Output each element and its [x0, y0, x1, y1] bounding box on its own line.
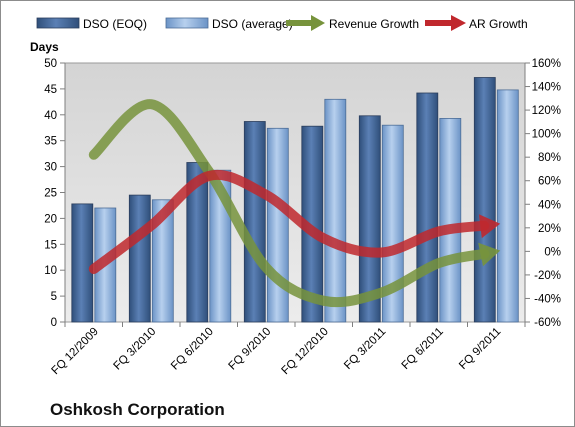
legend-item-dso-eoq: DSO (EOQ)	[36, 17, 147, 31]
right-tick-label: 60%	[538, 176, 561, 188]
legend-item-revenue-growth: Revenue Growth	[286, 15, 419, 31]
legend-swatch-dso-eoq	[36, 17, 80, 29]
right-tick-label: 40%	[538, 199, 561, 211]
bar-dso-eoq-6	[416, 92, 439, 323]
left-tick-label: 10	[44, 265, 57, 277]
x-axis: FQ 12/2009 FQ 3/2010 FQ 6/2010 FQ 9/2010 FQ …	[49, 322, 526, 377]
bar-dso-average-3	[266, 127, 289, 323]
right-tick-label: 0%	[544, 246, 561, 258]
x-tick-label: FQ 12/2009	[49, 326, 100, 377]
arrowhead-ar-growth	[478, 214, 501, 239]
left-tick-label: 15	[44, 239, 57, 251]
bar-dso-eoq-1	[128, 194, 151, 323]
legend-arrow-ar-growth	[451, 15, 466, 31]
legend-arrow-revenue-growth	[311, 15, 325, 31]
legend-label-dso-eoq: DSO (EOQ)	[83, 17, 147, 31]
left-tick-label: 30	[44, 162, 57, 174]
legend-label-dso-average: DSO (average)	[212, 17, 293, 31]
lines-group	[88, 99, 501, 308]
bars-group	[71, 77, 519, 323]
right-tick-label: -40%	[534, 293, 561, 305]
right-tick-label: 80%	[538, 152, 561, 164]
left-tick-label: 35	[44, 136, 57, 148]
right-tick-label: 140%	[532, 82, 561, 94]
left-tick-label: 5	[51, 291, 57, 303]
line-ar-growth	[88, 169, 490, 274]
bar-dso-eoq-5	[358, 115, 381, 323]
left-tick-label: 20	[44, 213, 57, 225]
bar-dso-eoq-7	[473, 77, 496, 323]
x-tick-label: FQ 9/2011	[457, 326, 503, 372]
x-tick-label: FQ 3/2010	[112, 326, 159, 373]
legend-label-ar-growth: AR Growth	[469, 17, 528, 31]
x-tick-label: FQ 9/2010	[227, 326, 274, 373]
left-tick-label: 50	[44, 58, 57, 70]
line-revenue-growth	[88, 99, 490, 308]
right-tick-label: 160%	[532, 58, 561, 70]
arrowhead-revenue-growth	[478, 242, 501, 267]
right-tick-label: 100%	[532, 129, 561, 141]
x-tick-label: FQ 6/2011	[400, 326, 446, 372]
bar-dso-eoq-0	[71, 203, 94, 323]
right-axis: -60% -40% -20% 0% 20% 40% 60% 80% 100% 120% 140% 16…	[524, 58, 561, 329]
x-tick-label: FQ 12/2010	[279, 326, 330, 377]
x-tick-label: FQ 3/2011	[342, 326, 388, 372]
legend-item-ar-growth: AR Growth	[425, 15, 528, 31]
bar-dso-average-4	[324, 98, 347, 323]
legend: DSO (EOQ) DSO (average) Revenue Growth A…	[36, 15, 528, 31]
bar-dso-eoq-3	[243, 121, 266, 323]
legend-swatch-dso-average	[165, 17, 209, 29]
bar-dso-average-5	[381, 124, 404, 323]
x-tick-label: FQ 6/2010	[169, 326, 216, 373]
y-axis-title: Days	[30, 40, 59, 54]
right-tick-label: 120%	[532, 105, 561, 117]
right-tick-label: -60%	[534, 317, 561, 329]
bar-dso-average-1	[151, 199, 174, 323]
left-tick-label: 25	[44, 188, 57, 200]
left-tick-label: 45	[44, 84, 57, 96]
bar-dso-average-6	[439, 118, 462, 323]
left-axis: 0 5 10 15 20 25 30 35 40 45 50	[44, 58, 66, 329]
legend-item-dso-average: DSO (average)	[165, 17, 293, 31]
company-name: Oshkosh Corporation	[50, 400, 225, 419]
legend-label-revenue-growth: Revenue Growth	[329, 17, 419, 31]
right-tick-label: -20%	[534, 270, 561, 282]
left-tick-label: 40	[44, 110, 57, 122]
left-tick-label: 0	[51, 317, 57, 329]
right-tick-label: 20%	[538, 223, 561, 235]
bar-dso-average-7	[496, 89, 519, 323]
